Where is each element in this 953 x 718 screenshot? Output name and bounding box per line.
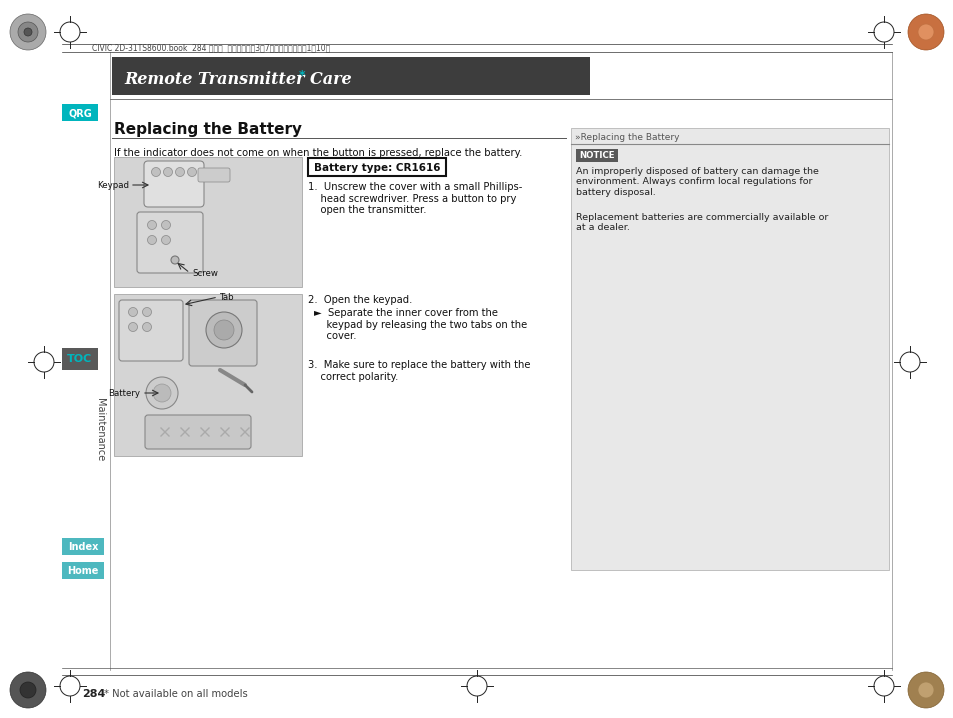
FancyBboxPatch shape bbox=[62, 104, 98, 121]
Circle shape bbox=[20, 682, 36, 698]
Circle shape bbox=[163, 167, 172, 177]
Text: Screw: Screw bbox=[192, 269, 217, 279]
Circle shape bbox=[917, 24, 933, 40]
Circle shape bbox=[142, 307, 152, 317]
FancyBboxPatch shape bbox=[576, 149, 618, 162]
Circle shape bbox=[148, 236, 156, 245]
Circle shape bbox=[907, 14, 943, 50]
Text: ►  Separate the inner cover from the
    keypad by releasing the two tabs on the: ► Separate the inner cover from the keyp… bbox=[314, 308, 527, 341]
Text: Replacing the Battery: Replacing the Battery bbox=[113, 122, 302, 137]
Circle shape bbox=[917, 682, 933, 698]
Circle shape bbox=[213, 320, 233, 340]
Text: * Not available on all models: * Not available on all models bbox=[104, 689, 248, 699]
FancyBboxPatch shape bbox=[112, 57, 589, 95]
Circle shape bbox=[129, 322, 137, 332]
Bar bbox=[113, 294, 302, 456]
Text: Remote Transmitter Care: Remote Transmitter Care bbox=[124, 70, 352, 88]
Circle shape bbox=[142, 322, 152, 332]
Circle shape bbox=[10, 672, 46, 708]
Text: Replacement batteries are commercially available or
at a dealer.: Replacement batteries are commercially a… bbox=[576, 213, 827, 233]
FancyBboxPatch shape bbox=[198, 168, 230, 182]
FancyBboxPatch shape bbox=[144, 161, 204, 207]
Text: QRG: QRG bbox=[68, 108, 91, 118]
Text: 284: 284 bbox=[82, 689, 105, 699]
Text: An improperly disposed of battery can damage the
environment. Always confirm loc: An improperly disposed of battery can da… bbox=[576, 167, 818, 197]
Text: *: * bbox=[298, 70, 305, 83]
Circle shape bbox=[10, 14, 46, 50]
Bar bbox=[571, 128, 888, 570]
Text: Index: Index bbox=[68, 542, 98, 552]
Circle shape bbox=[171, 256, 179, 264]
FancyBboxPatch shape bbox=[137, 212, 203, 273]
Text: Home: Home bbox=[68, 566, 98, 576]
Bar bbox=[113, 157, 302, 287]
Circle shape bbox=[175, 167, 184, 177]
Circle shape bbox=[152, 167, 160, 177]
Circle shape bbox=[148, 220, 156, 230]
FancyBboxPatch shape bbox=[62, 538, 104, 555]
Text: »Replacing the Battery: »Replacing the Battery bbox=[575, 133, 679, 141]
Text: 3.  Make sure to replace the battery with the
    correct polarity.: 3. Make sure to replace the battery with… bbox=[308, 360, 530, 381]
FancyBboxPatch shape bbox=[308, 158, 446, 176]
Text: Keypad: Keypad bbox=[97, 180, 129, 190]
Circle shape bbox=[206, 312, 242, 348]
Circle shape bbox=[152, 384, 171, 402]
Circle shape bbox=[24, 28, 32, 36]
FancyBboxPatch shape bbox=[62, 348, 98, 370]
Circle shape bbox=[129, 307, 137, 317]
Text: 2.  Open the keypad.: 2. Open the keypad. bbox=[308, 295, 412, 305]
Text: 1.  Unscrew the cover with a small Phillips-
    head screwdriver. Press a butto: 1. Unscrew the cover with a small Philli… bbox=[308, 182, 522, 215]
Circle shape bbox=[161, 220, 171, 230]
Circle shape bbox=[146, 377, 178, 409]
Text: CIVIC 2D-31TS8600.book  284 ページ  　２０１１年3月7日　月曜日　午後1時10分: CIVIC 2D-31TS8600.book 284 ページ ２０１１年3月7日… bbox=[91, 44, 330, 52]
Text: Tab: Tab bbox=[220, 292, 234, 302]
FancyBboxPatch shape bbox=[119, 300, 183, 361]
Text: If the indicator does not come on when the button is pressed, replace the batter: If the indicator does not come on when t… bbox=[113, 148, 522, 158]
Circle shape bbox=[907, 672, 943, 708]
FancyBboxPatch shape bbox=[189, 300, 256, 366]
Text: Maintenance: Maintenance bbox=[95, 398, 105, 462]
FancyBboxPatch shape bbox=[145, 415, 251, 449]
Circle shape bbox=[188, 167, 196, 177]
Text: Battery: Battery bbox=[108, 388, 140, 398]
Text: TOC: TOC bbox=[68, 354, 92, 364]
Text: NOTICE: NOTICE bbox=[578, 151, 614, 161]
Circle shape bbox=[161, 236, 171, 245]
Text: Battery type: CR1616: Battery type: CR1616 bbox=[314, 163, 439, 173]
FancyBboxPatch shape bbox=[62, 562, 104, 579]
Circle shape bbox=[18, 22, 38, 42]
